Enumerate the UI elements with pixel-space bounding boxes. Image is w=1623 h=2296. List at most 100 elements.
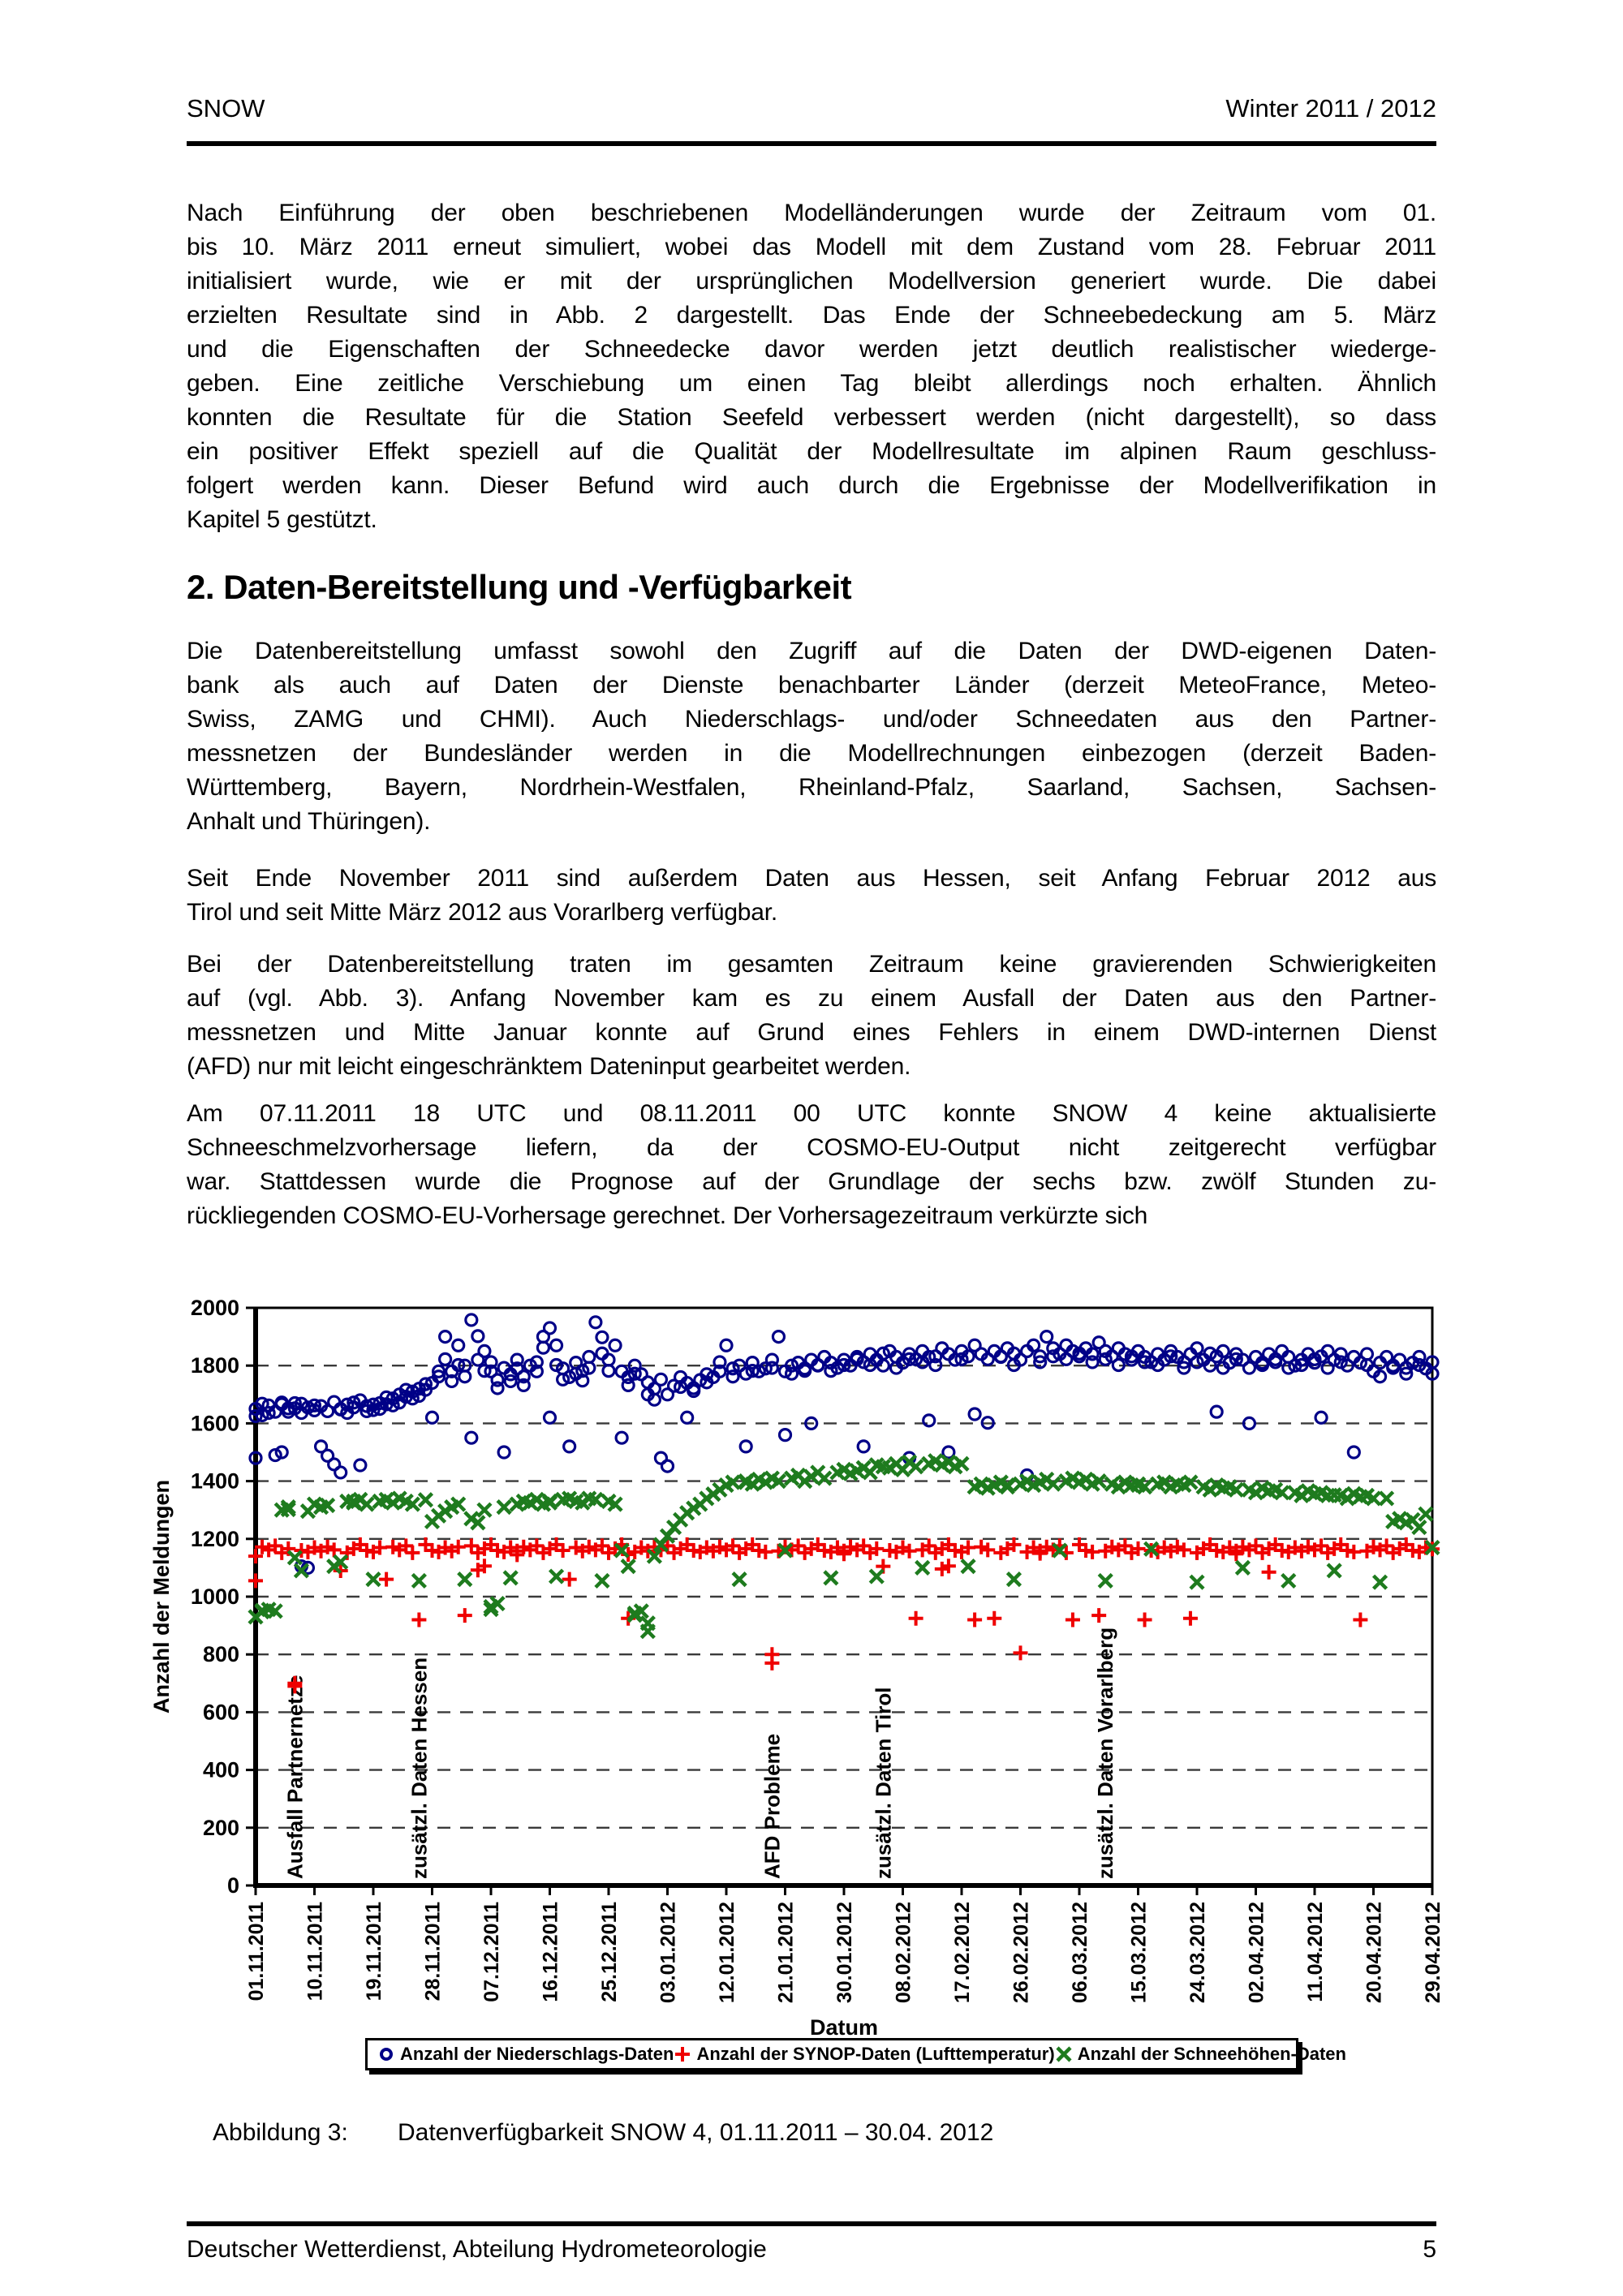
text-line: initialisiert wurde, wie er mit der ursp…: [187, 268, 1436, 295]
text-line: Bei der Datenbereitstellung traten im ge…: [187, 951, 1436, 978]
text-line: Nach Einführung der oben beschriebenen M…: [187, 200, 1436, 226]
annotation-label: zusätzl. Daten Hessen: [407, 1658, 431, 1879]
series-x-points: [248, 1453, 1440, 1640]
annotation-label: Ausfall Partnernetze: [282, 1675, 307, 1879]
svg-text:20.04.2012: 20.04.2012: [1363, 1902, 1386, 2003]
svg-text:24.03.2012: 24.03.2012: [1186, 1902, 1209, 2003]
svg-text:1600: 1600: [191, 1411, 239, 1435]
text-line: Kapitel 5 gestützt.: [187, 506, 377, 533]
text-line: Anhalt und Thüringen).: [187, 808, 431, 835]
svg-text:19.11.2011: 19.11.2011: [363, 1902, 385, 2001]
svg-text:15.03.2012: 15.03.2012: [1128, 1902, 1151, 2003]
text-line: Württemberg, Bayern, Nordrhein-Westfalen…: [187, 774, 1436, 801]
text-line: konnten die Resultate für die Station Se…: [187, 404, 1436, 431]
text-line: messnetzen der Bundesländer werden in di…: [187, 740, 1436, 767]
legend-label: Anzahl der SYNOP-Daten (Lufttemperatur): [696, 2044, 1055, 2064]
svg-text:17.02.2012: 17.02.2012: [951, 1902, 974, 2003]
paragraph-2: Die Datenbereitstellung umfasst sowohl d…: [187, 634, 1436, 839]
plus-marker-icon: [675, 2047, 691, 2062]
text-line: messnetzen und Mitte Januar konnte auf G…: [187, 1019, 1436, 1046]
y-axis-labels: 0 200 400 600 800 1000 1200 1400 1600 1800 2000: [191, 1296, 256, 1898]
svg-text:10.11.2011: 10.11.2011: [304, 1902, 327, 2001]
x-marker-icon: [1056, 2046, 1072, 2062]
svg-text:06.03.2012: 06.03.2012: [1069, 1902, 1091, 2003]
text-line: (AFD) nur mit leicht eingeschränktem Dat…: [187, 1053, 911, 1080]
text-line: Tirol und seit Mitte März 2012 aus Vorar…: [187, 899, 778, 926]
legend-item: Anzahl der SYNOP-Daten (Lufttemperatur): [674, 2044, 1055, 2065]
y-axis-title: Anzahl der Meldungen: [149, 1480, 174, 1713]
svg-text:400: 400: [203, 1758, 239, 1782]
text-line: Seit Ende November 2011 sind außerdem Da…: [187, 865, 1436, 892]
svg-text:2000: 2000: [191, 1296, 239, 1320]
svg-text:29.04.2012: 29.04.2012: [1422, 1902, 1444, 2003]
text-line: erzielten Resultate sind in Abb. 2 darge…: [187, 302, 1436, 329]
svg-text:800: 800: [203, 1642, 239, 1666]
svg-text:08.02.2012: 08.02.2012: [893, 1902, 915, 2003]
svg-text:02.04.2012: 02.04.2012: [1246, 1902, 1268, 2003]
annotation-label: AFD Probleme: [760, 1734, 784, 1879]
text-line: war. Stattdessen wurde die Prognose auf …: [187, 1168, 1436, 1195]
legend-item: Anzahl der Niederschlags-Daten: [377, 2044, 674, 2065]
svg-text:21.01.2012: 21.01.2012: [775, 1902, 798, 2003]
text-line: folgert werden kann. Dieser Befund wird …: [187, 472, 1436, 499]
text-line: geben. Eine zeitliche Verschiebung um ei…: [187, 370, 1436, 397]
figure-caption-text: Datenverfügbarkeit SNOW 4, 01.11.2011 – …: [398, 2119, 994, 2146]
paragraph-3: Seit Ende November 2011 sind außerdem Da…: [187, 862, 1436, 930]
paragraph-4: Bei der Datenbereitstellung traten im ge…: [187, 948, 1436, 1084]
svg-text:0: 0: [227, 1873, 239, 1898]
svg-text:30.01.2012: 30.01.2012: [833, 1902, 856, 2003]
svg-text:25.12.2011: 25.12.2011: [598, 1902, 621, 2002]
svg-text:1400: 1400: [191, 1469, 239, 1494]
legend-label: Anzahl der Schneehöhen-Daten: [1077, 2044, 1346, 2064]
availability-chart-svg: 0 200 400 600 800 1000 1200 1400 1600 1800 2000 01.…: [149, 1296, 1444, 2040]
text-line: auf (vgl. Abb. 3). Anfang November kam e…: [187, 985, 1436, 1012]
paragraph-5: Am 07.11.2011 18 UTC und 08.11.2011 00 U…: [187, 1097, 1436, 1233]
availability-chart: 0 200 400 600 800 1000 1200 1400 1600 1800 2000 01.…: [146, 1266, 1477, 2089]
svg-text:1200: 1200: [191, 1527, 239, 1551]
page-footer: Deutscher Wetterdienst, Abteilung Hydrom…: [187, 2236, 1436, 2264]
figure-caption: Abbildung 3: Datenverfügbarkeit SNOW 4, …: [213, 2119, 1462, 2147]
chart-legend: Anzahl der Niederschlags-Daten Anzahl der…: [365, 2038, 1346, 2070]
annotation-label: zusätzl. Daten Vorarlberg: [1093, 1627, 1117, 1879]
figure-caption-label: Abbildung 3:: [213, 2119, 348, 2146]
svg-text:12.01.2012: 12.01.2012: [716, 1902, 738, 2003]
svg-text:1800: 1800: [191, 1353, 239, 1378]
svg-text:16.12.2011: 16.12.2011: [540, 1902, 562, 2002]
footer-rule: [187, 2221, 1436, 2226]
svg-text:01.11.2011: 01.11.2011: [245, 1902, 268, 2001]
text-line: bis 10. März 2011 erneut simuliert, wobe…: [187, 234, 1436, 260]
header-left-text: SNOW: [187, 94, 265, 123]
svg-text:07.12.2011: 07.12.2011: [480, 1902, 503, 2002]
circle-marker-icon: [380, 2048, 393, 2061]
svg-text:11.04.2012: 11.04.2012: [1304, 1902, 1327, 2002]
x-axis-labels: 01.11.2011 10.11.2011 19.11.2011 28.11.2011…: [245, 1885, 1444, 2003]
text-line: und die Eigenschaften der Schneedecke da…: [187, 336, 1436, 363]
header-rule: [187, 141, 1436, 146]
svg-text:200: 200: [203, 1816, 239, 1840]
text-line: Schneeschmelzvorhersage liefern, da der …: [187, 1134, 1436, 1161]
text-line: rückliegenden COSMO-EU-Vorhersage gerech…: [187, 1202, 1148, 1229]
x-axis-title: Datum: [810, 2015, 878, 2040]
legend-item: Anzahl der Schneehöhen-Daten: [1055, 2044, 1346, 2065]
svg-text:03.01.2012: 03.01.2012: [657, 1902, 680, 2003]
text-line: Die Datenbereitstellung umfasst sowohl d…: [187, 638, 1436, 664]
series-circle-points: [248, 1313, 1440, 1575]
text-line: ein positiver Effekt speziell auf die Qu…: [187, 438, 1436, 465]
text-line: Am 07.11.2011 18 UTC und 08.11.2011 00 U…: [187, 1100, 1436, 1127]
header-right-text: Winter 2011 / 2012: [1225, 94, 1436, 123]
text-line: bank als auch auf Daten der Dienste bena…: [187, 672, 1436, 699]
text-line: Swiss, ZAMG und CHMI). Auch Niederschlag…: [187, 706, 1436, 733]
page-header: SNOW Winter 2011 / 2012: [187, 94, 1436, 123]
annotation-label: zusätzl. Daten Tirol: [871, 1688, 895, 1879]
paragraph-1: Nach Einführung der oben beschriebenen M…: [187, 196, 1436, 537]
legend-label: Anzahl der Niederschlags-Daten: [400, 2044, 674, 2064]
svg-text:600: 600: [203, 1700, 239, 1724]
page-number: 5: [1423, 2236, 1436, 2263]
annotations: Ausfall Partnernetze zusätzl. Daten Hesse…: [282, 1627, 1117, 1879]
svg-text:26.02.2012: 26.02.2012: [1010, 1902, 1033, 2003]
section-heading: 2. Daten-Bereitstellung und -Verfügbarke…: [187, 568, 852, 606]
svg-text:1000: 1000: [191, 1584, 239, 1609]
svg-text:28.11.2011: 28.11.2011: [422, 1902, 445, 2001]
footer-left-text: Deutscher Wetterdienst, Abteilung Hydrom…: [187, 2236, 767, 2263]
